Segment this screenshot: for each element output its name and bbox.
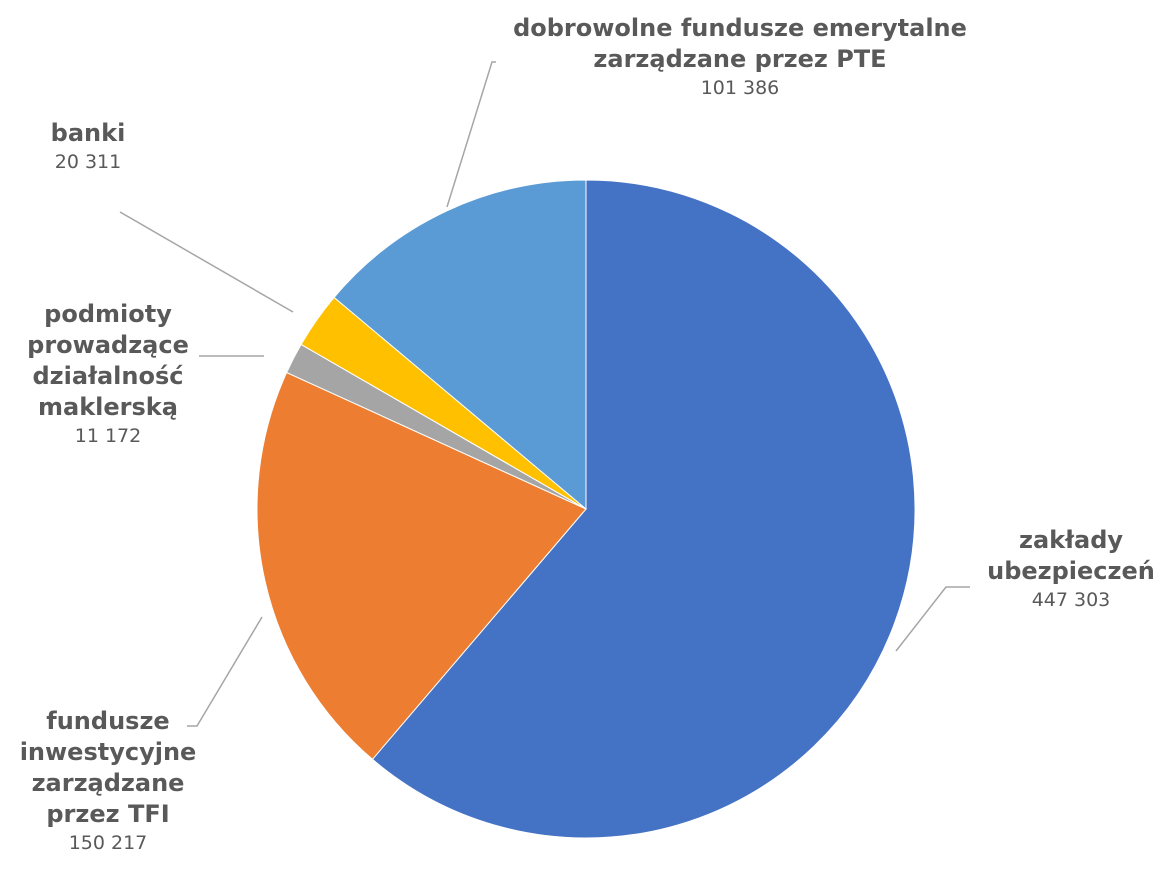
leader-line-zaklady-ubezpieczen	[895, 586, 970, 652]
pie-slices	[256, 179, 916, 839]
slice-value-label: 447 303	[1032, 589, 1111, 611]
leader-line-banki	[119, 211, 294, 313]
slice-value-label: 150 217	[69, 832, 148, 854]
slice-label-name-line: działalność	[33, 362, 184, 390]
slice-value-label: 20 311	[55, 151, 121, 173]
slice-label-name-line: maklerską	[38, 393, 178, 421]
slice-label-name-line: banki	[51, 119, 126, 147]
leader-lines	[119, 61, 970, 727]
slice-value-label: 11 172	[75, 425, 141, 447]
slice-label-name-line: zarządzane	[32, 769, 185, 797]
leader-line-fundusze-inwestycyjne-zarzadzane-przez-tfi	[187, 616, 263, 727]
pie-slice-fundusze-inwestycyjne-zarzadzane-przez-tfi	[256, 371, 587, 760]
slice-label-name-line: zakłady	[1019, 526, 1123, 554]
slice-label-name-line: prowadzące	[27, 331, 189, 359]
slice-label-name-line: podmioty	[44, 300, 172, 328]
slice-label-name-line: inwestycyjne	[20, 738, 197, 766]
slice-label-name-line: zarządzane przez PTE	[593, 45, 886, 73]
slice-label-zaklady-ubezpieczen: zakłady ubezpieczeń 447 303	[987, 526, 1155, 611]
slice-label-name-line: dobrowolne fundusze emerytalne	[513, 14, 967, 42]
leader-line-dobrowolne-fundusze-emerytalne-zarzadzane-przez-pte	[446, 61, 496, 208]
slice-label-podmioty-prowadzace-dzialalnosc-maklerska: podmioty prowadzące działalność maklerską 11…	[27, 300, 189, 447]
pie-slice-zaklady-ubezpieczen	[371, 179, 916, 839]
slice-label-name-line: fundusze	[46, 707, 169, 735]
pie-slice-dobrowolne-fundusze-emerytalne-zarzadzane-przez-pte	[333, 179, 587, 511]
slice-label-name-line: ubezpieczeń	[987, 557, 1155, 585]
slice-label-fundusze-inwestycyjne-zarzadzane-przez-tfi: fundusze inwestycyjne zarządzane przez TFI 1…	[20, 707, 197, 854]
slice-label-banki: banki 20 311	[51, 119, 126, 173]
slice-label-dobrowolne-fundusze-emerytalne-zarzadzane-przez-pte: dobrowolne fundusze emerytalne zarządzane…	[513, 14, 967, 99]
slice-label-name-line: przez TFI	[46, 800, 169, 828]
slice-value-label: 101 386	[701, 77, 780, 99]
slice-labels: zakłady ubezpieczeń 447 303 fundusze inwesty…	[20, 14, 1155, 854]
